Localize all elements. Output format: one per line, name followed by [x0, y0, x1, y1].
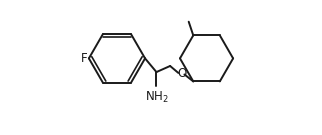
- Text: F: F: [81, 52, 87, 65]
- Text: NH$_2$: NH$_2$: [145, 90, 168, 105]
- Text: O: O: [177, 67, 186, 80]
